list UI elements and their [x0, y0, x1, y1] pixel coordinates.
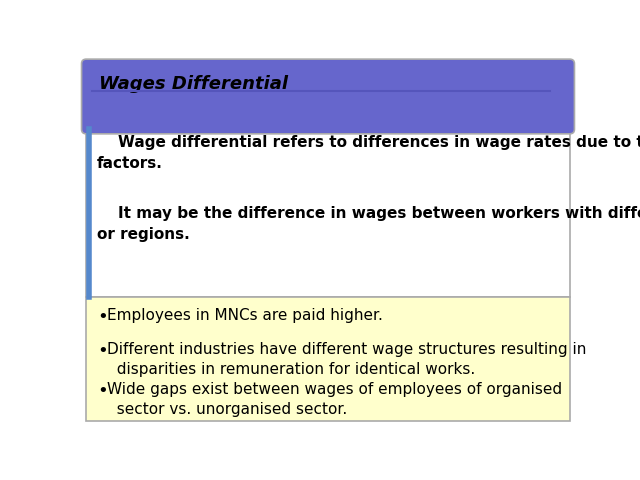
Text: •: • — [97, 308, 108, 326]
Text: It may be the difference in wages between workers with different skills working : It may be the difference in wages betwee… — [97, 206, 640, 241]
FancyBboxPatch shape — [86, 297, 570, 421]
Text: •: • — [97, 382, 108, 400]
FancyBboxPatch shape — [81, 59, 575, 134]
Text: Employees in MNCs are paid higher.: Employees in MNCs are paid higher. — [107, 308, 383, 323]
Text: Wide gaps exist between wages of employees of organised
  sector vs. unorganised: Wide gaps exist between wages of employe… — [107, 382, 563, 417]
Text: Different industries have different wage structures resulting in
  disparities i: Different industries have different wage… — [107, 342, 586, 377]
Text: Wage differential refers to differences in wage rates due to the location of com: Wage differential refers to differences … — [97, 135, 640, 171]
FancyBboxPatch shape — [86, 129, 570, 297]
Text: Wages Differential: Wages Differential — [99, 74, 287, 93]
Text: •: • — [97, 342, 108, 360]
